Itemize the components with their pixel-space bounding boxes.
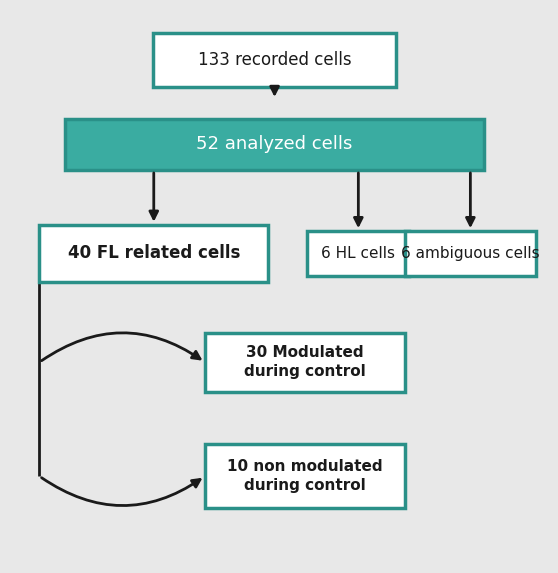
FancyBboxPatch shape [39,225,268,282]
FancyBboxPatch shape [405,231,536,276]
FancyBboxPatch shape [205,332,405,392]
FancyBboxPatch shape [153,33,396,88]
Text: 133 recorded cells: 133 recorded cells [198,51,352,69]
FancyBboxPatch shape [205,444,405,508]
Text: 10 non modulated
during control: 10 non modulated during control [227,460,383,493]
Text: 52 analyzed cells: 52 analyzed cells [196,135,353,154]
Text: 6 ambiguous cells: 6 ambiguous cells [401,246,540,261]
FancyBboxPatch shape [307,231,410,276]
FancyBboxPatch shape [65,119,484,170]
Text: 6 HL cells: 6 HL cells [321,246,396,261]
Text: 40 FL related cells: 40 FL related cells [68,244,240,262]
Text: 30 Modulated
during control: 30 Modulated during control [244,346,365,379]
